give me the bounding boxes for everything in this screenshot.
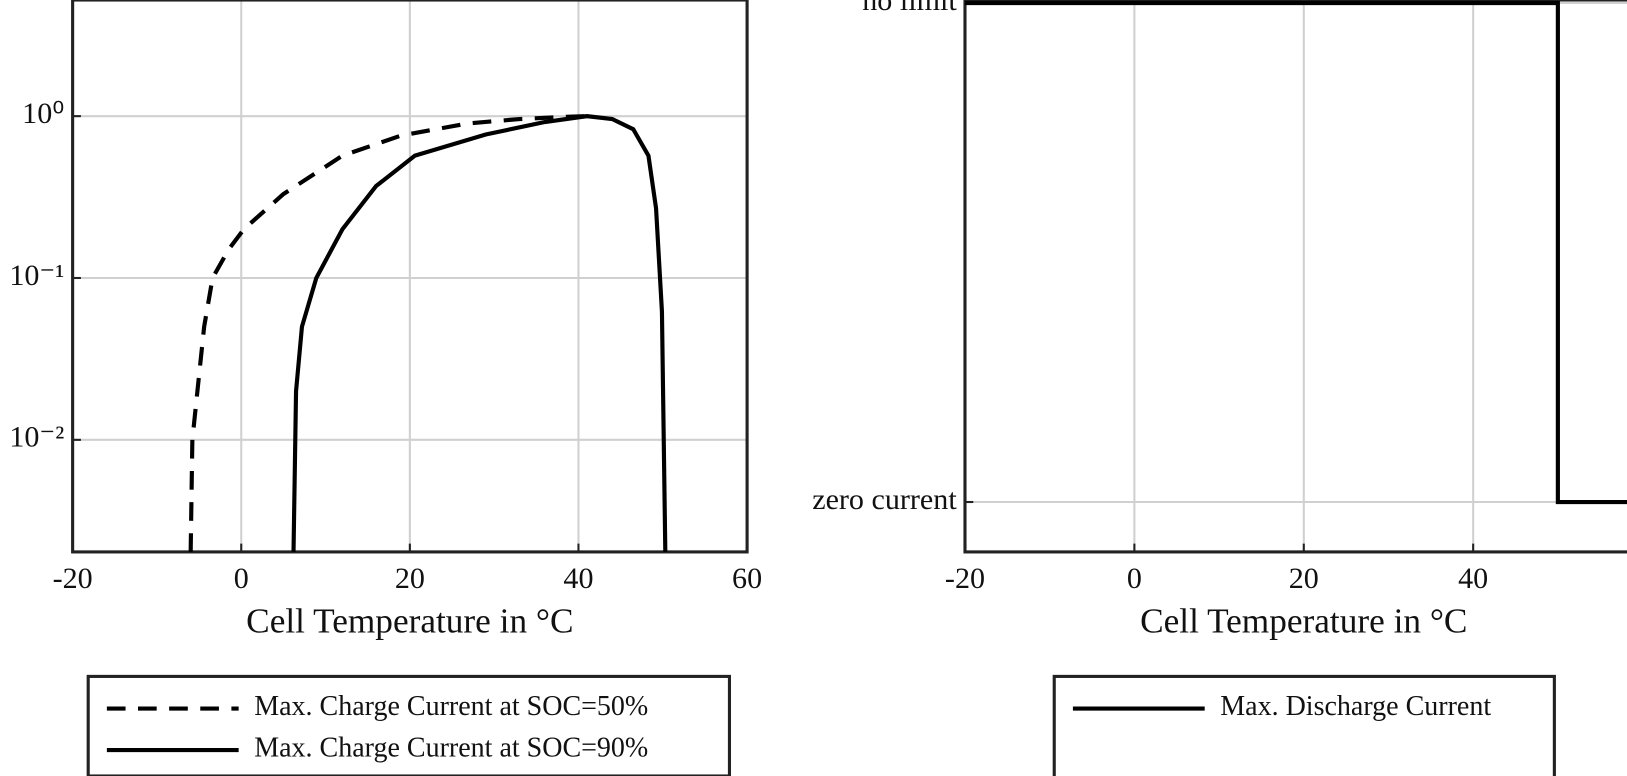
y-tick-label: 10⁰	[22, 96, 64, 130]
data-line	[291, 114, 668, 552]
plot-frame	[71, 0, 749, 554]
legend-box	[86, 674, 732, 776]
y-tick-label: 10⁻¹	[9, 258, 64, 292]
x-axis-label: Cell Temperature in °C	[1140, 602, 1467, 641]
legend-label: Max. Charge Current at SOC=90%	[254, 732, 648, 763]
legend-label: Max. Charge Current at SOC=50%	[254, 691, 648, 722]
x-tick-label: -20	[53, 561, 93, 595]
x-tick-label: -20	[945, 561, 985, 595]
data-line	[964, 0, 1627, 505]
x-axis-label: Cell Temperature in °C	[246, 602, 573, 641]
y-tick-label: 10⁻²	[9, 420, 64, 454]
x-tick-label: 40	[1458, 561, 1488, 595]
x-tick-label: 40	[563, 561, 593, 595]
x-tick-label: 0	[234, 561, 249, 595]
x-tick-label: 0	[1127, 561, 1142, 595]
data-line	[188, 114, 587, 552]
y-tick-label: no limit	[862, 0, 957, 17]
plot-frame	[963, 0, 1627, 554]
x-tick-label: 20	[395, 561, 425, 595]
y-tick-label: zero current	[812, 482, 957, 516]
x-tick-label: 60	[732, 561, 762, 595]
legend-label: Max. Discharge Current	[1220, 691, 1491, 722]
legend-box	[1052, 674, 1556, 776]
x-tick-label: 20	[1289, 561, 1319, 595]
